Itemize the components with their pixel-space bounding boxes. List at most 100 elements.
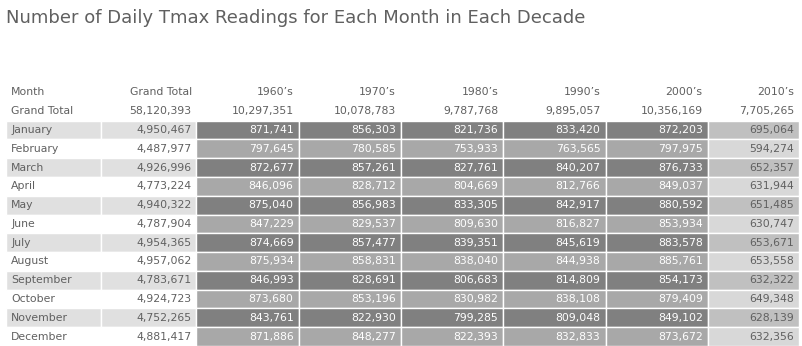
Text: 780,585: 780,585 (351, 144, 396, 154)
Text: 649,348: 649,348 (750, 294, 794, 304)
Text: 833,420: 833,420 (556, 125, 601, 135)
Text: 822,930: 822,930 (351, 313, 396, 323)
Text: Grand Total: Grand Total (130, 88, 192, 98)
Text: Month: Month (11, 88, 46, 98)
Text: 875,040: 875,040 (249, 200, 294, 210)
Text: 853,196: 853,196 (351, 294, 396, 304)
Text: April: April (11, 181, 36, 191)
Text: 4,773,224: 4,773,224 (136, 181, 192, 191)
Text: 816,827: 816,827 (556, 219, 601, 229)
Text: 4,752,265: 4,752,265 (136, 313, 192, 323)
Text: 845,619: 845,619 (556, 238, 601, 248)
Text: 827,761: 827,761 (453, 163, 498, 173)
Text: 797,645: 797,645 (249, 144, 294, 154)
Text: 10,078,783: 10,078,783 (334, 106, 396, 116)
Text: 797,975: 797,975 (658, 144, 703, 154)
Text: 651,485: 651,485 (750, 200, 794, 210)
Text: 695,064: 695,064 (749, 125, 794, 135)
Text: 4,926,996: 4,926,996 (136, 163, 192, 173)
Text: 10,356,169: 10,356,169 (641, 106, 703, 116)
Text: 873,680: 873,680 (249, 294, 294, 304)
Text: 1960’s: 1960’s (257, 88, 294, 98)
Text: 858,831: 858,831 (351, 256, 396, 266)
Text: 876,733: 876,733 (658, 163, 703, 173)
Text: 842,917: 842,917 (556, 200, 601, 210)
Text: February: February (11, 144, 59, 154)
Text: December: December (11, 331, 68, 342)
Text: 1990’s: 1990’s (564, 88, 601, 98)
Text: 7,705,265: 7,705,265 (739, 106, 794, 116)
Text: 856,983: 856,983 (351, 200, 396, 210)
Text: 1980’s: 1980’s (461, 88, 498, 98)
Text: 828,712: 828,712 (351, 181, 396, 191)
Text: 879,409: 879,409 (658, 294, 703, 304)
Text: 58,120,393: 58,120,393 (130, 106, 192, 116)
Text: 799,285: 799,285 (453, 313, 498, 323)
Text: 812,766: 812,766 (556, 181, 601, 191)
Text: 849,037: 849,037 (658, 181, 703, 191)
Text: 809,630: 809,630 (453, 219, 498, 229)
Text: 763,565: 763,565 (556, 144, 601, 154)
Text: 9,895,057: 9,895,057 (545, 106, 601, 116)
Text: 840,207: 840,207 (556, 163, 601, 173)
Text: 653,671: 653,671 (750, 238, 794, 248)
Text: 4,787,904: 4,787,904 (136, 219, 192, 229)
Text: 753,933: 753,933 (453, 144, 498, 154)
Text: 9,787,768: 9,787,768 (443, 106, 498, 116)
Text: 4,881,417: 4,881,417 (136, 331, 192, 342)
Text: 830,982: 830,982 (453, 294, 498, 304)
Text: 885,761: 885,761 (658, 256, 703, 266)
Text: 10,297,351: 10,297,351 (232, 106, 294, 116)
Text: 838,108: 838,108 (556, 294, 601, 304)
Text: 809,048: 809,048 (556, 313, 601, 323)
Text: 857,477: 857,477 (351, 238, 396, 248)
Text: 4,957,062: 4,957,062 (136, 256, 192, 266)
Text: October: October (11, 294, 55, 304)
Text: September: September (11, 275, 72, 285)
Text: 838,040: 838,040 (453, 256, 498, 266)
Text: August: August (11, 256, 49, 266)
Text: 880,592: 880,592 (658, 200, 703, 210)
Text: 846,096: 846,096 (249, 181, 294, 191)
Text: July: July (11, 238, 30, 248)
Text: 873,672: 873,672 (658, 331, 703, 342)
Text: 4,950,467: 4,950,467 (136, 125, 192, 135)
Text: 875,934: 875,934 (249, 256, 294, 266)
Text: 804,669: 804,669 (453, 181, 498, 191)
Text: 871,741: 871,741 (249, 125, 294, 135)
Text: January: January (11, 125, 52, 135)
Text: 4,783,671: 4,783,671 (136, 275, 192, 285)
Text: 829,537: 829,537 (351, 219, 396, 229)
Text: 652,357: 652,357 (750, 163, 794, 173)
Text: 822,393: 822,393 (453, 331, 498, 342)
Text: 872,203: 872,203 (658, 125, 703, 135)
Text: May: May (11, 200, 34, 210)
Text: 883,578: 883,578 (658, 238, 703, 248)
Text: Grand Total: Grand Total (11, 106, 73, 116)
Text: 828,691: 828,691 (351, 275, 396, 285)
Text: 821,736: 821,736 (453, 125, 498, 135)
Text: 871,886: 871,886 (249, 331, 294, 342)
Text: 631,944: 631,944 (750, 181, 794, 191)
Text: 844,938: 844,938 (556, 256, 601, 266)
Text: 806,683: 806,683 (453, 275, 498, 285)
Text: 630,747: 630,747 (749, 219, 794, 229)
Text: 832,833: 832,833 (556, 331, 601, 342)
Text: 847,229: 847,229 (249, 219, 294, 229)
Text: 632,322: 632,322 (750, 275, 794, 285)
Text: 4,940,322: 4,940,322 (136, 200, 192, 210)
Text: 848,277: 848,277 (351, 331, 396, 342)
Text: 628,139: 628,139 (750, 313, 794, 323)
Text: 856,303: 856,303 (351, 125, 396, 135)
Text: 2010’s: 2010’s (757, 88, 794, 98)
Text: 874,669: 874,669 (249, 238, 294, 248)
Text: 872,677: 872,677 (249, 163, 294, 173)
Text: 846,993: 846,993 (249, 275, 294, 285)
Text: 653,558: 653,558 (750, 256, 794, 266)
Text: 814,809: 814,809 (556, 275, 601, 285)
Text: 632,356: 632,356 (750, 331, 794, 342)
Text: 839,351: 839,351 (453, 238, 498, 248)
Text: 4,924,723: 4,924,723 (136, 294, 192, 304)
Text: 2000’s: 2000’s (666, 88, 703, 98)
Text: 843,761: 843,761 (249, 313, 294, 323)
